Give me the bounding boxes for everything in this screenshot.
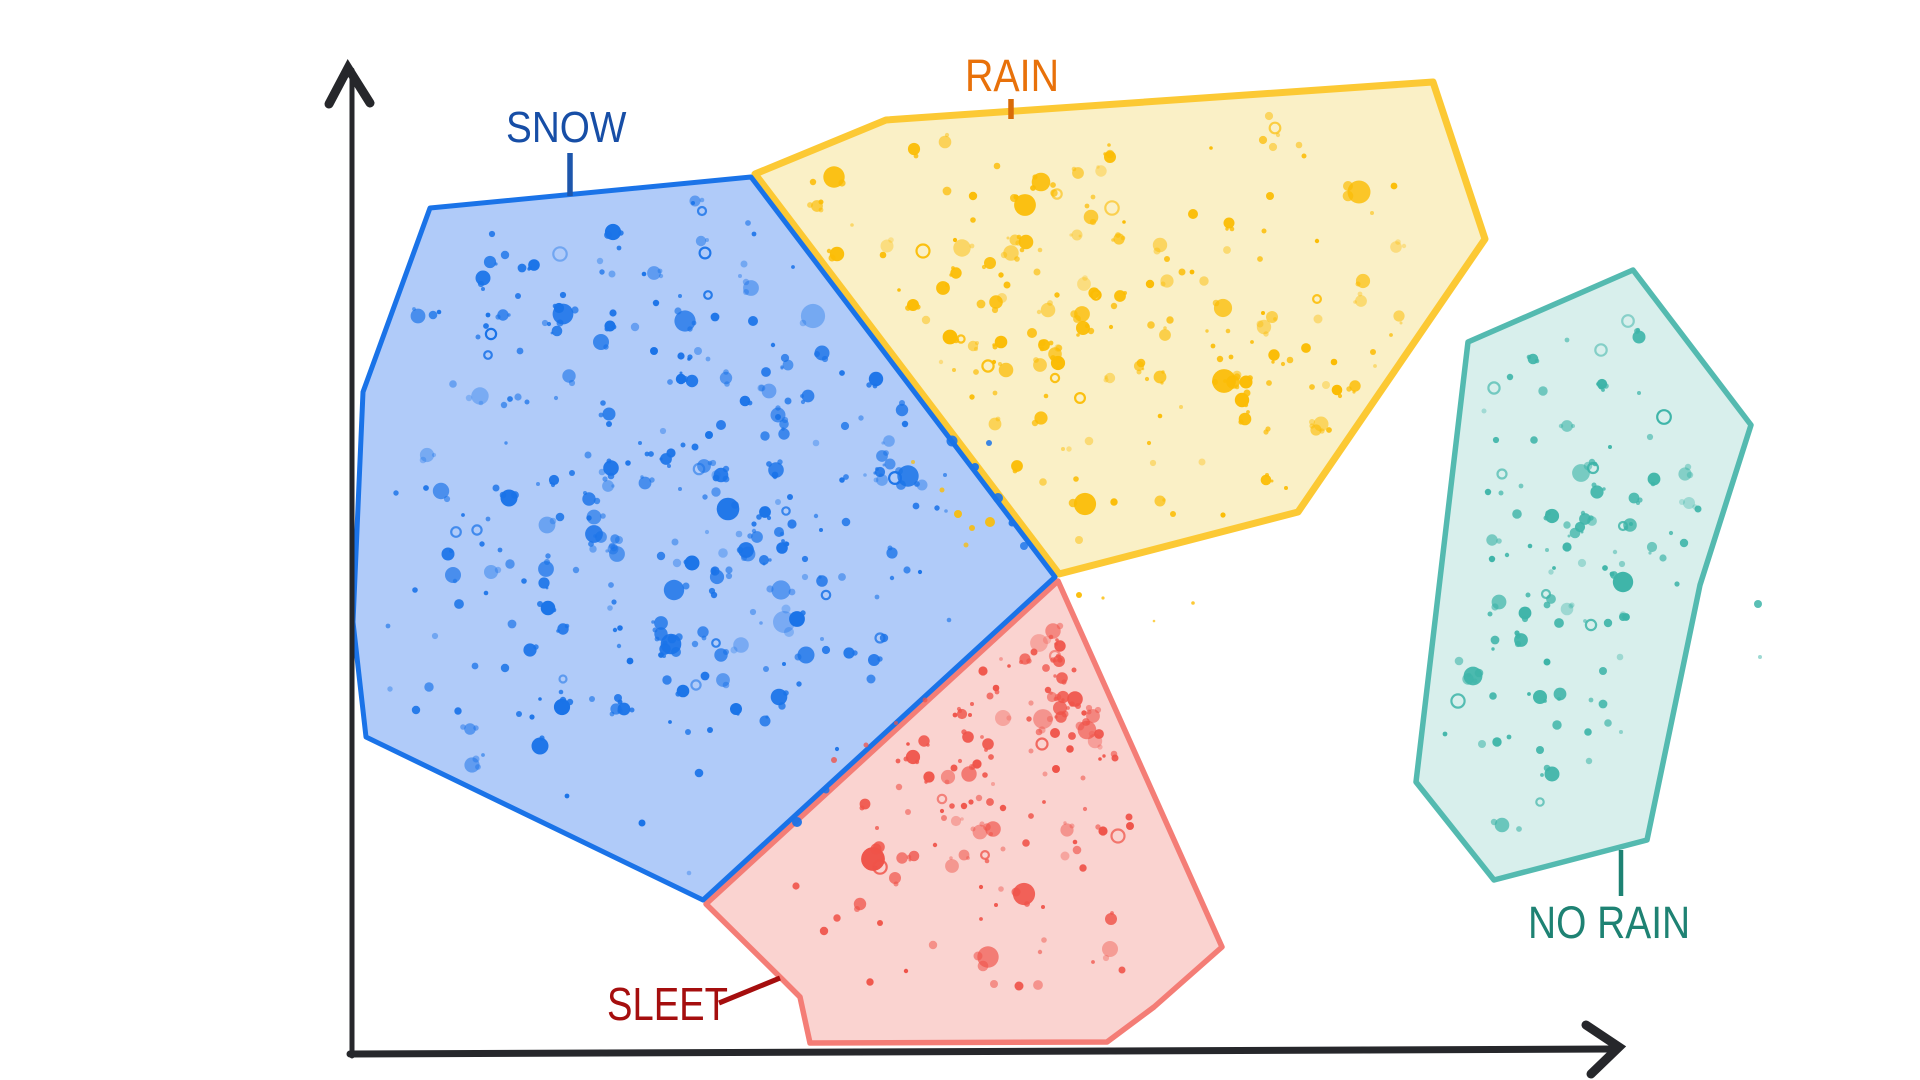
svg-text:NO RAIN: NO RAIN xyxy=(1528,897,1690,947)
svg-text:SNOW: SNOW xyxy=(506,102,626,152)
svg-text:RAIN: RAIN xyxy=(965,51,1059,101)
svg-text:SLEET: SLEET xyxy=(607,979,728,1030)
